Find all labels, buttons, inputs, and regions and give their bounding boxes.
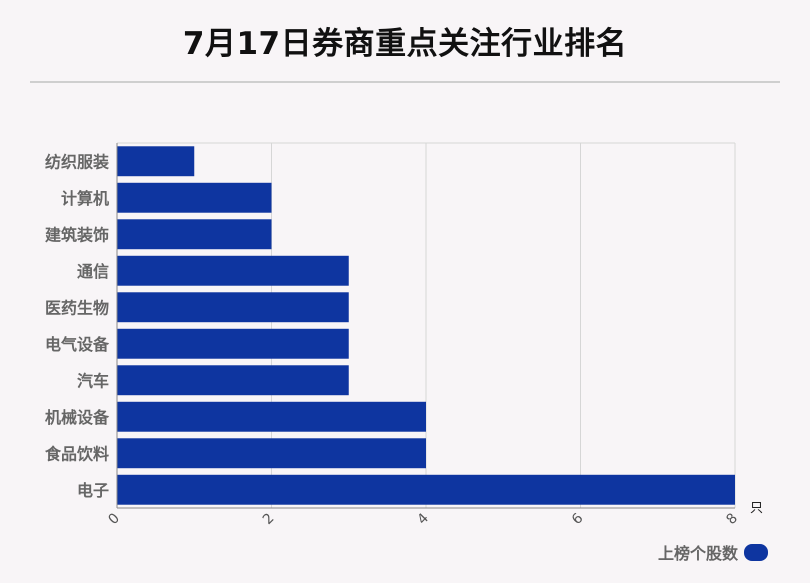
bar <box>117 292 349 323</box>
chart-title: 7月17日券商重点关注行业排名 <box>182 26 628 62</box>
bar <box>117 401 426 432</box>
x-tick-label: 6 <box>569 510 587 528</box>
category-label: 医药生物 <box>45 298 109 317</box>
category-label: 电子 <box>77 481 109 500</box>
bar <box>117 365 349 396</box>
title-divider <box>30 81 780 83</box>
bar <box>117 438 426 469</box>
category-label: 汽车 <box>77 371 109 390</box>
x-unit-label: 只 <box>750 501 763 516</box>
bar <box>117 474 735 505</box>
category-label: 机械设备 <box>45 408 110 427</box>
category-label: 食品饮料 <box>44 444 109 463</box>
legend-swatch <box>744 543 768 561</box>
bar <box>117 182 272 213</box>
bar <box>117 219 272 250</box>
bar <box>117 255 349 286</box>
category-label: 纺织服装 <box>45 152 109 171</box>
legend-label: 上榜个股数 <box>657 544 738 563</box>
legend: 上榜个股数 <box>658 540 768 564</box>
bar <box>117 328 349 359</box>
x-tick-label: 8 <box>723 510 741 528</box>
x-tick-label: 0 <box>105 510 123 528</box>
x-tick-label: 4 <box>414 510 432 528</box>
category-label: 计算机 <box>61 189 109 208</box>
category-label: 通信 <box>77 262 109 281</box>
bar <box>117 146 195 177</box>
x-tick-label: 2 <box>260 510 278 528</box>
category-label: 电气设备 <box>45 335 110 354</box>
category-label: 建筑装饰 <box>45 225 109 244</box>
